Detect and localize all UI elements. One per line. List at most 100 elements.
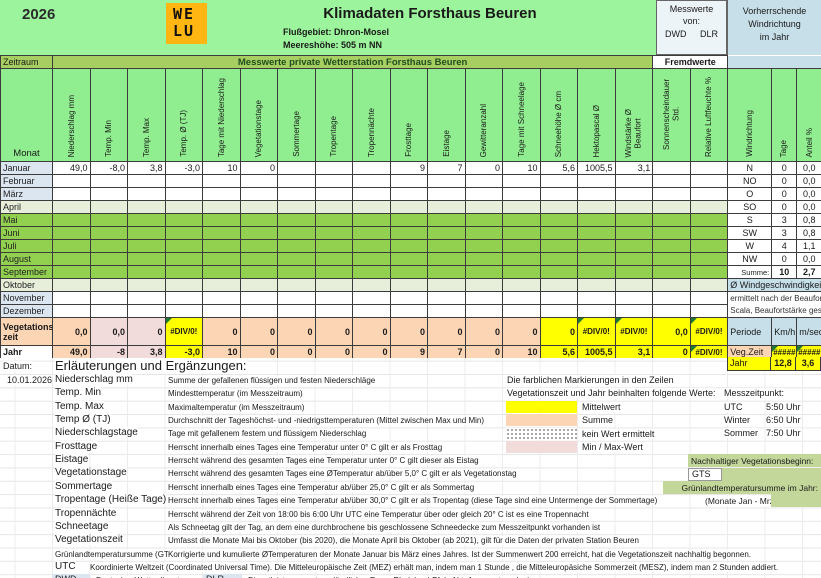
- month-label[interactable]: Juli: [0, 239, 53, 253]
- data-cell[interactable]: [277, 161, 316, 175]
- column-header-11[interactable]: Gewitteranzahl: [464, 68, 503, 162]
- veg-cell[interactable]: 0: [464, 317, 503, 346]
- jahr-cell[interactable]: 0: [277, 345, 316, 359]
- speed-veg-label[interactable]: Veg.Zeit: [727, 345, 773, 359]
- data-cell[interactable]: [202, 265, 241, 279]
- data-cell[interactable]: [464, 187, 503, 201]
- jahr-row-label[interactable]: Jahr: [0, 345, 53, 359]
- data-cell[interactable]: [127, 252, 166, 266]
- data-cell[interactable]: [652, 291, 691, 305]
- data-cell[interactable]: [652, 278, 691, 292]
- data-cell[interactable]: [464, 265, 503, 279]
- jahr-cell[interactable]: 3,1: [614, 345, 654, 359]
- wind-days-cell[interactable]: 0: [771, 200, 798, 214]
- wind-days-cell[interactable]: 3: [771, 213, 798, 227]
- data-cell[interactable]: [427, 239, 466, 253]
- veg-cell[interactable]: 0,0: [652, 317, 691, 346]
- month-label[interactable]: Dezember: [0, 304, 53, 318]
- data-cell[interactable]: [314, 252, 353, 266]
- data-cell[interactable]: [277, 226, 316, 240]
- data-cell[interactable]: [314, 278, 353, 292]
- gts-cell[interactable]: GTS: [688, 468, 722, 481]
- jahr-cell[interactable]: -3,0: [164, 345, 203, 359]
- data-cell[interactable]: [202, 187, 241, 201]
- month-label[interactable]: Mai: [0, 213, 53, 227]
- data-cell[interactable]: [614, 252, 654, 266]
- monat-header-cell[interactable]: Monat: [0, 68, 53, 162]
- jahr-cell[interactable]: -8: [89, 345, 128, 359]
- data-cell[interactable]: [352, 304, 391, 318]
- data-cell[interactable]: [352, 187, 391, 201]
- data-cell[interactable]: [689, 278, 729, 292]
- data-cell[interactable]: [52, 226, 91, 240]
- speed-veg-kmh[interactable]: #####: [771, 345, 798, 359]
- veg-cell[interactable]: #DIV/0!: [614, 317, 654, 346]
- month-label[interactable]: März: [0, 187, 53, 201]
- data-cell[interactable]: [89, 304, 128, 318]
- data-cell[interactable]: [539, 265, 578, 279]
- column-header-9[interactable]: Frosttage: [389, 68, 428, 162]
- data-cell[interactable]: [502, 226, 541, 240]
- data-cell[interactable]: [427, 226, 466, 240]
- veg-cell[interactable]: #DIV/0!: [164, 317, 203, 346]
- data-cell[interactable]: [164, 265, 203, 279]
- data-cell[interactable]: [52, 187, 91, 201]
- data-cell[interactable]: [577, 226, 616, 240]
- jahr-cell[interactable]: 0: [652, 345, 691, 359]
- data-cell[interactable]: [89, 200, 128, 214]
- data-cell[interactable]: [127, 226, 166, 240]
- data-cell[interactable]: [314, 304, 353, 318]
- data-cell[interactable]: [539, 200, 578, 214]
- jahr-cell[interactable]: 10: [202, 345, 241, 359]
- data-cell[interactable]: [52, 265, 91, 279]
- wind-dir-cell[interactable]: O: [727, 187, 773, 201]
- data-cell[interactable]: [577, 187, 616, 201]
- wind-share-cell[interactable]: 0,0: [796, 161, 821, 175]
- data-cell[interactable]: [652, 239, 691, 253]
- data-cell[interactable]: [539, 304, 578, 318]
- datum-value[interactable]: 10.01.2026: [4, 375, 52, 385]
- data-cell[interactable]: [652, 304, 691, 318]
- wind-share-cell[interactable]: 0,8: [796, 213, 821, 227]
- data-cell[interactable]: [52, 304, 91, 318]
- data-cell[interactable]: [689, 304, 729, 318]
- data-cell[interactable]: [539, 226, 578, 240]
- data-cell[interactable]: [239, 265, 278, 279]
- data-cell[interactable]: [464, 226, 503, 240]
- data-cell[interactable]: [577, 239, 616, 253]
- data-cell[interactable]: [239, 291, 278, 305]
- data-cell[interactable]: [164, 213, 203, 227]
- data-cell[interactable]: [239, 213, 278, 227]
- wind-column-header-1[interactable]: Tage: [771, 68, 798, 162]
- data-cell[interactable]: [52, 213, 91, 227]
- data-cell[interactable]: [239, 174, 278, 188]
- data-cell[interactable]: [427, 291, 466, 305]
- data-cell[interactable]: -8,0: [89, 161, 128, 175]
- column-header-16[interactable]: Sonnenscheindauer Std.: [652, 68, 691, 162]
- data-cell[interactable]: [352, 239, 391, 253]
- data-cell[interactable]: [239, 278, 278, 292]
- data-cell[interactable]: [389, 278, 428, 292]
- data-cell[interactable]: [652, 200, 691, 214]
- wind-dir-cell[interactable]: N: [727, 161, 773, 175]
- veg-cell[interactable]: #DIV/0!: [689, 317, 729, 346]
- data-cell[interactable]: [539, 187, 578, 201]
- data-cell[interactable]: [239, 252, 278, 266]
- data-cell[interactable]: [614, 213, 654, 227]
- data-cell[interactable]: [614, 265, 654, 279]
- data-cell[interactable]: [689, 252, 729, 266]
- data-cell[interactable]: [202, 304, 241, 318]
- data-cell[interactable]: [389, 226, 428, 240]
- data-cell[interactable]: [352, 161, 391, 175]
- veg-cell[interactable]: 0,0: [52, 317, 91, 346]
- data-cell[interactable]: 49,0: [52, 161, 91, 175]
- data-cell[interactable]: [164, 226, 203, 240]
- data-cell[interactable]: [539, 174, 578, 188]
- data-cell[interactable]: [89, 187, 128, 201]
- data-cell[interactable]: [277, 200, 316, 214]
- jahr-cell[interactable]: #DIV/0!: [689, 345, 729, 359]
- wind-days-cell[interactable]: 0: [771, 161, 798, 175]
- column-header-1[interactable]: Temp. Min: [89, 68, 128, 162]
- data-cell[interactable]: [577, 304, 616, 318]
- data-cell[interactable]: [352, 252, 391, 266]
